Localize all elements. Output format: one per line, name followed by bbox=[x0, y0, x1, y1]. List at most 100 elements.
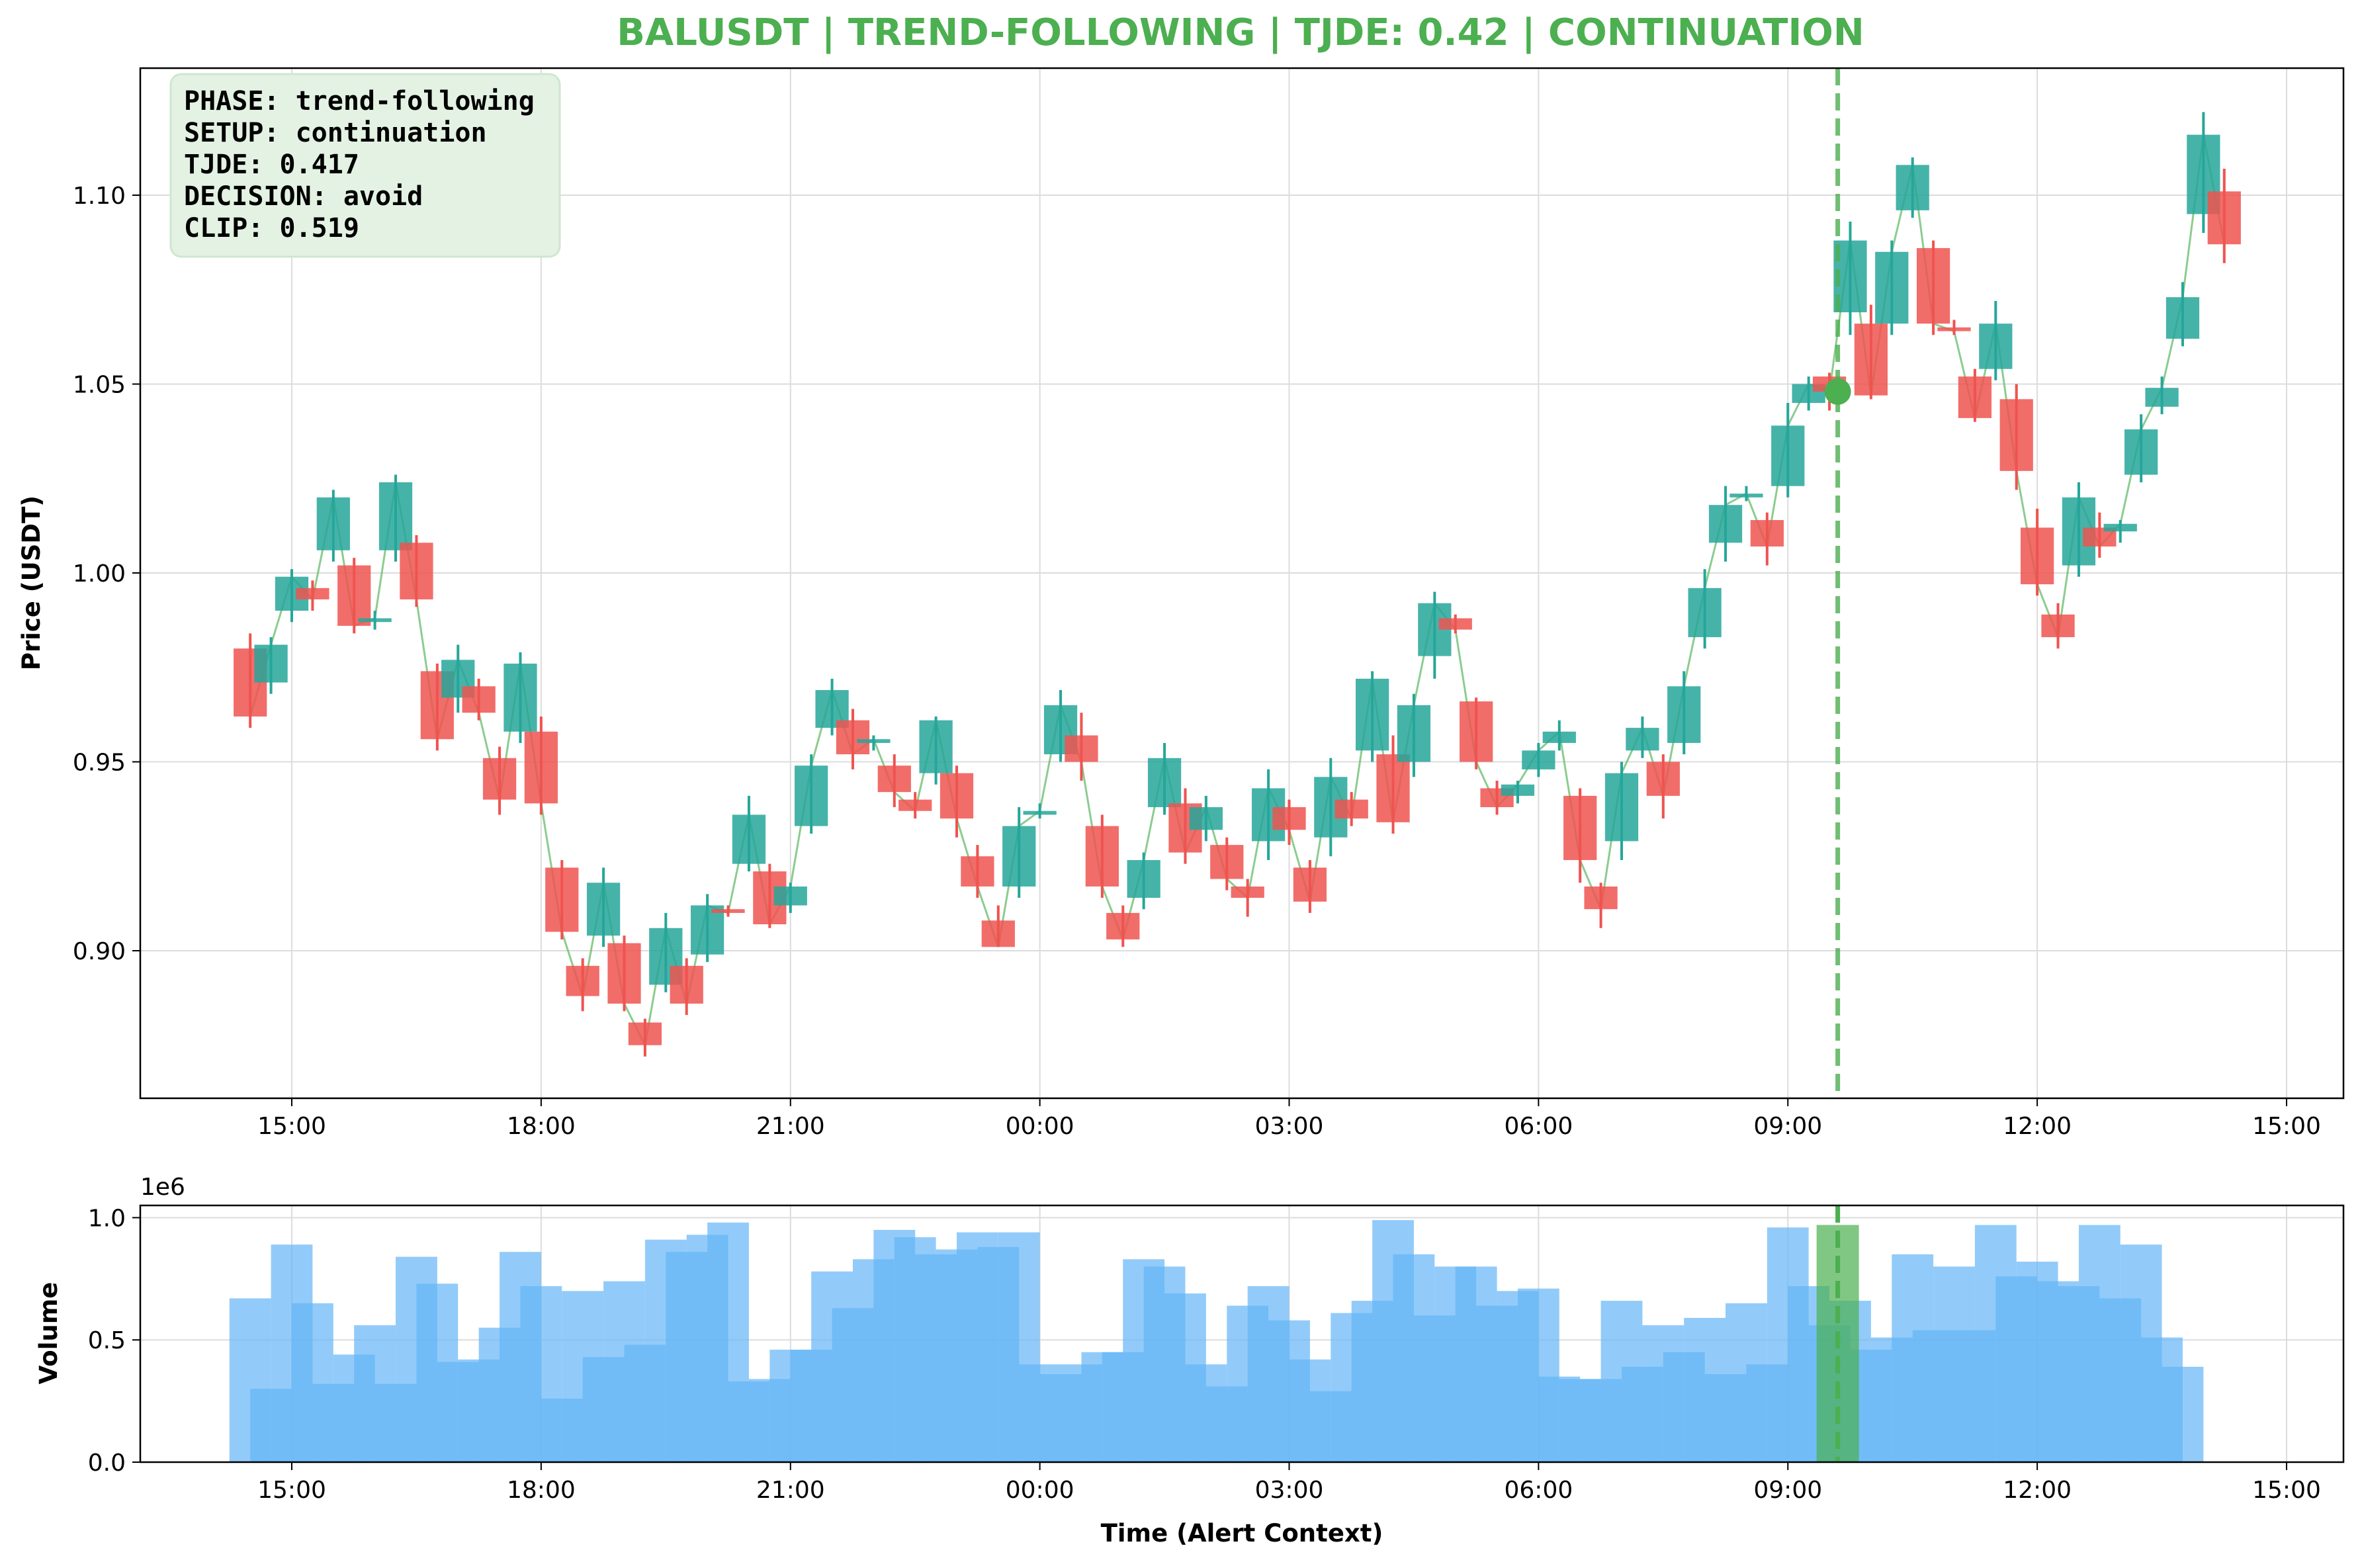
candle-body bbox=[877, 765, 911, 793]
volume-panel: 0.0 0.5 1.0 15:00 18:00 21:00 00:00 03:00 06:00… bbox=[34, 1174, 2345, 1547]
candle-body bbox=[2165, 297, 2200, 339]
volume-y-tick-label: 0.5 bbox=[88, 1327, 126, 1354]
candle bbox=[898, 792, 932, 819]
candle-body bbox=[566, 965, 599, 996]
candle-body bbox=[378, 482, 413, 550]
candle-body bbox=[670, 965, 703, 1004]
candle bbox=[1708, 486, 1743, 562]
candle bbox=[1522, 742, 1555, 777]
price-x-tick-label: 12:00 bbox=[2003, 1113, 2072, 1140]
candle-body bbox=[1501, 784, 1535, 796]
candle bbox=[607, 936, 641, 1012]
candle-body bbox=[857, 739, 891, 743]
candle bbox=[524, 716, 558, 815]
candle-body bbox=[1023, 810, 1057, 815]
candle-body bbox=[1231, 886, 1264, 898]
candle bbox=[1418, 591, 1452, 679]
candle-body bbox=[1729, 494, 1763, 498]
candle bbox=[482, 746, 517, 815]
candle-body bbox=[1002, 826, 1036, 887]
info-line-phase: PHASE: trend-following bbox=[184, 86, 535, 116]
candle bbox=[691, 894, 724, 963]
candle-body bbox=[503, 664, 537, 732]
candle bbox=[877, 754, 911, 808]
candle bbox=[628, 1018, 662, 1057]
price-x-tick-label: 18:00 bbox=[507, 1113, 576, 1140]
candle-body bbox=[1127, 859, 1160, 898]
price-x-tick-label: 15:00 bbox=[257, 1113, 326, 1140]
candle-body bbox=[919, 720, 953, 773]
candle-body bbox=[1210, 845, 1244, 879]
price-x-ticks: 15:00 18:00 21:00 00:00 03:00 06:00 09:00 12:00… bbox=[257, 1098, 2321, 1140]
candle-body bbox=[1460, 701, 1493, 762]
candle-body bbox=[1958, 376, 1992, 418]
volume-x-tick-label: 18:00 bbox=[507, 1477, 576, 1504]
candle-body bbox=[628, 1022, 662, 1045]
price-y-tick-label: 0.95 bbox=[73, 750, 126, 777]
candle-body bbox=[1334, 799, 1368, 819]
candle bbox=[2041, 603, 2075, 649]
price-x-tick-label: 15:00 bbox=[2252, 1113, 2321, 1140]
candle-body bbox=[1688, 588, 1722, 638]
candle bbox=[1896, 157, 1929, 218]
candle bbox=[1065, 713, 1098, 781]
candle-body bbox=[1708, 505, 1743, 543]
candle bbox=[1460, 697, 1493, 769]
price-y-tick-label: 1.10 bbox=[73, 183, 126, 210]
candle-body bbox=[586, 883, 621, 936]
candle bbox=[316, 490, 350, 562]
candle bbox=[566, 958, 599, 1012]
candle bbox=[545, 859, 579, 939]
candle bbox=[1376, 735, 1410, 834]
chart-title: BALUSDT | TREND-FOLLOWING | TJDE: 0.42 |… bbox=[617, 11, 1864, 54]
candle bbox=[503, 652, 537, 743]
candle bbox=[1688, 569, 1722, 649]
price-x-tick-label: 21:00 bbox=[756, 1113, 825, 1140]
candle bbox=[1127, 852, 1160, 910]
candle-body bbox=[1937, 327, 1971, 331]
price-y-tick-label: 1.00 bbox=[73, 560, 126, 588]
candle bbox=[2103, 520, 2137, 543]
candle bbox=[462, 678, 496, 720]
candle-body bbox=[1085, 826, 1119, 887]
candle bbox=[1293, 859, 1327, 913]
candle bbox=[1979, 300, 2013, 380]
info-line-decision: DECISION: avoid bbox=[184, 181, 423, 212]
candle bbox=[2145, 376, 2179, 415]
volume-offset-label: 1e6 bbox=[140, 1174, 185, 1201]
candle-body bbox=[316, 497, 350, 550]
candle bbox=[586, 867, 621, 947]
candle-body bbox=[607, 943, 641, 1004]
candle-body bbox=[1771, 425, 1805, 486]
volume-bar bbox=[2162, 1366, 2204, 1462]
candle-body bbox=[773, 886, 807, 906]
volume-x-tick-label: 03:00 bbox=[1255, 1477, 1324, 1504]
candle bbox=[254, 637, 288, 694]
candle-body bbox=[1750, 520, 1784, 547]
candle-body bbox=[1147, 758, 1182, 808]
candle-body bbox=[296, 588, 329, 599]
candle bbox=[1397, 693, 1431, 777]
candle bbox=[795, 754, 828, 834]
candle-body bbox=[795, 765, 828, 826]
candle-body bbox=[1376, 754, 1410, 822]
candle bbox=[1023, 803, 1057, 819]
candle bbox=[670, 958, 703, 1016]
candlestick-series bbox=[234, 112, 2241, 1057]
volume-x-tick-label: 15:00 bbox=[2252, 1477, 2321, 1504]
candle-body bbox=[1875, 251, 1909, 324]
candle-body bbox=[1563, 795, 1597, 860]
info-line-tjde: TJDE: 0.417 bbox=[184, 150, 359, 180]
candle-body bbox=[1626, 728, 1659, 751]
candle-body bbox=[337, 565, 371, 626]
candle bbox=[1999, 384, 2033, 490]
candle-body bbox=[1604, 773, 1639, 842]
volume-y-tick-label: 0.0 bbox=[88, 1450, 126, 1477]
candle-body bbox=[1896, 165, 1929, 210]
candle-body bbox=[961, 856, 994, 887]
candle bbox=[2021, 508, 2054, 596]
volume-y-ticks: 0.0 0.5 1.0 bbox=[88, 1205, 140, 1477]
info-line-setup: SETUP: continuation bbox=[184, 118, 487, 148]
candle bbox=[1958, 369, 1992, 422]
candle bbox=[400, 535, 433, 607]
